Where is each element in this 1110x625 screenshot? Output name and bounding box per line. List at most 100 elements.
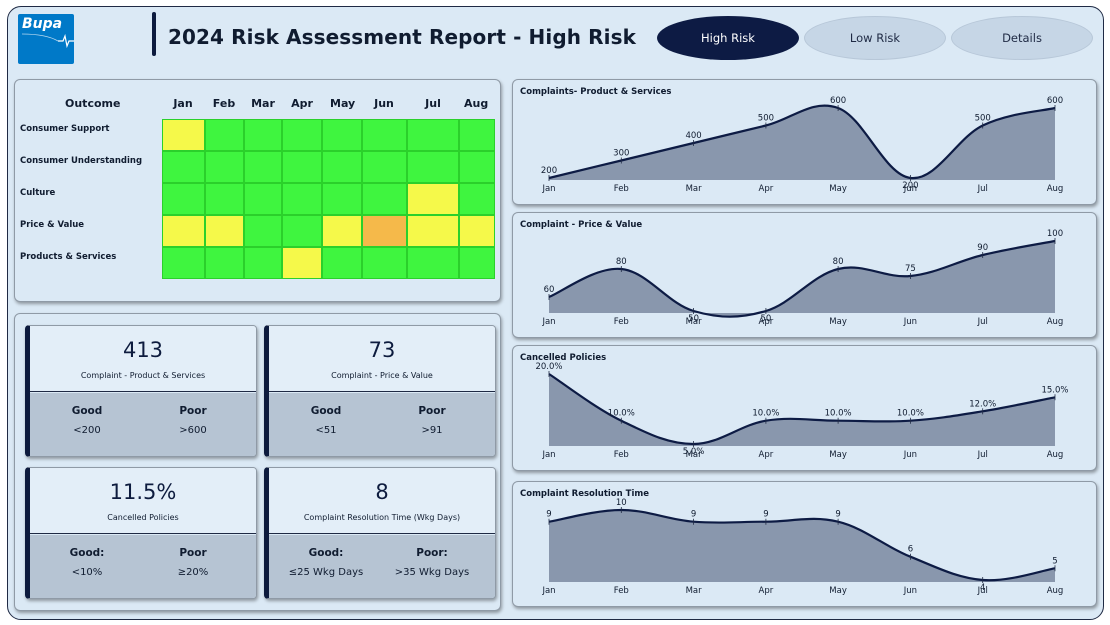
- heatmap-cell[interactable]: [407, 151, 459, 183]
- x-tick-label: Jul: [977, 450, 988, 460]
- x-tick-label: Feb: [614, 184, 629, 194]
- kpi-poor-header: Poor: [179, 405, 207, 417]
- x-tick-label: Aug: [1047, 586, 1064, 596]
- heartbeat-icon: [21, 33, 74, 49]
- kpi-poor-value: >600: [179, 425, 207, 436]
- heatmap-cell[interactable]: [362, 247, 407, 279]
- data-label: 20.0%: [535, 362, 562, 372]
- heatmap-cell[interactable]: [162, 215, 205, 247]
- data-label: 600: [830, 96, 846, 106]
- data-label: 90: [977, 243, 988, 253]
- series-line: [548, 239, 1056, 318]
- data-label: 50: [688, 314, 699, 324]
- data-label: 5: [1052, 556, 1057, 566]
- data-label: 4: [980, 583, 985, 593]
- heatmap-cell[interactable]: [459, 151, 495, 183]
- kpi-thresholds: Good: <10% Poor ≥20%: [30, 535, 256, 598]
- heatmap-cell[interactable]: [162, 119, 205, 151]
- details-button[interactable]: Details: [951, 16, 1093, 60]
- heatmap-cell[interactable]: [205, 215, 244, 247]
- heatmap-cell[interactable]: [205, 119, 244, 151]
- data-label: 12.0%: [969, 399, 996, 409]
- heatmap-cell[interactable]: [282, 119, 322, 151]
- heatmap-cell[interactable]: [162, 151, 205, 183]
- heatmap-cell[interactable]: [282, 183, 322, 215]
- x-tick-label: Aug: [1047, 184, 1064, 194]
- heatmap-cell[interactable]: [244, 183, 282, 215]
- heatmap-month-mar: Mar: [251, 97, 275, 110]
- heatmap-cell[interactable]: [407, 215, 459, 247]
- data-label: 80: [616, 257, 627, 267]
- kpi-poor-header: Poor: [418, 405, 446, 417]
- kpi-poor-value: >35 Wkg Days: [394, 567, 470, 578]
- heatmap-cell[interactable]: [282, 151, 322, 183]
- heatmap-cell[interactable]: [459, 215, 495, 247]
- heatmap-cell[interactable]: [362, 151, 407, 183]
- kpi-card: 8 Complaint Resolution Time (Wkg Days) Goo…: [264, 467, 496, 599]
- kpi-label: Complaint - Price & Value: [331, 371, 433, 380]
- heatmap-month-apr: Apr: [291, 97, 313, 110]
- x-tick-label: Jul: [977, 184, 988, 194]
- kpi-header: 413 Complaint - Product & Services: [30, 326, 256, 392]
- heatmap-cell[interactable]: [282, 215, 322, 247]
- kpi-value: 73: [368, 338, 396, 362]
- chart-title: Complaint Resolution Time: [520, 489, 649, 499]
- heatmap-cell[interactable]: [362, 215, 407, 247]
- heatmap-row-label: Products & Services: [20, 252, 117, 262]
- data-label: 9: [763, 510, 768, 520]
- heatmap-cell[interactable]: [362, 119, 407, 151]
- x-tick-label: Feb: [614, 450, 629, 460]
- low-risk-button[interactable]: Low Risk: [804, 16, 946, 60]
- x-tick-label: Jan: [541, 184, 555, 194]
- kpi-good-value: ≤25 Wkg Days: [288, 567, 364, 578]
- chart-title: Complaints- Product & Services: [520, 87, 672, 97]
- heatmap-cell[interactable]: [282, 247, 322, 279]
- heatmap-cell[interactable]: [407, 247, 459, 279]
- kpi-good-header: Good:: [69, 547, 105, 559]
- heatmap-cell[interactable]: [322, 151, 362, 183]
- heatmap-cell[interactable]: [244, 151, 282, 183]
- data-label: 50: [760, 314, 771, 324]
- data-label: 9: [835, 510, 840, 520]
- kpi-good-value: <200: [73, 425, 101, 436]
- heatmap-cell[interactable]: [162, 247, 205, 279]
- heatmap-cell[interactable]: [205, 247, 244, 279]
- bupa-logo: Bupa: [18, 14, 74, 64]
- heatmap-cell[interactable]: [244, 119, 282, 151]
- kpi-card: 11.5% Cancelled Policies Good: <10% Poor ≥20%: [25, 467, 257, 599]
- area-fill: [549, 510, 1055, 582]
- heatmap-cell[interactable]: [459, 183, 495, 215]
- data-label: 10.0%: [752, 409, 779, 419]
- heatmap-row-label: Price & Value: [20, 220, 85, 230]
- heatmap-cell[interactable]: [205, 183, 244, 215]
- x-tick-label: May: [829, 450, 847, 460]
- heatmap-cell[interactable]: [322, 215, 362, 247]
- x-tick-label: Jun: [903, 450, 917, 460]
- area-fill: [549, 105, 1055, 180]
- heatmap-cell[interactable]: [407, 183, 459, 215]
- x-tick-label: May: [829, 184, 847, 194]
- x-tick-label: Jun: [903, 317, 917, 327]
- heatmap-cell[interactable]: [205, 151, 244, 183]
- data-label: 10.0%: [897, 409, 924, 419]
- x-tick-label: Jan: [541, 317, 555, 327]
- heatmap-cell[interactable]: [459, 119, 495, 151]
- kpi-poor-value: >91: [421, 425, 443, 436]
- kpi-header: 11.5% Cancelled Policies: [30, 468, 256, 534]
- heatmap-cell[interactable]: [362, 183, 407, 215]
- heatmap-cell[interactable]: [244, 215, 282, 247]
- logo-text: Bupa: [22, 16, 63, 32]
- heatmap-month-may: May: [330, 97, 356, 110]
- heatmap-cell[interactable]: [459, 247, 495, 279]
- page-title: 2024 Risk Assessment Report - High Risk: [168, 25, 637, 49]
- chart-cancelled-policies: Cancelled Policies 20.0% Jan 10.0% Feb 5.0% M…: [512, 345, 1097, 471]
- heatmap-cell[interactable]: [322, 183, 362, 215]
- heatmap-cell[interactable]: [322, 247, 362, 279]
- heatmap-cell[interactable]: [407, 119, 459, 151]
- heatmap-cell[interactable]: [322, 119, 362, 151]
- chart-complaint-price-value: Complaint - Price & Value 60 Jan 80 Feb 50 Ma…: [512, 212, 1097, 338]
- high-risk-button[interactable]: High Risk: [657, 16, 799, 60]
- heatmap-month-aug: Aug: [464, 97, 489, 110]
- heatmap-cell[interactable]: [244, 247, 282, 279]
- heatmap-cell[interactable]: [162, 183, 205, 215]
